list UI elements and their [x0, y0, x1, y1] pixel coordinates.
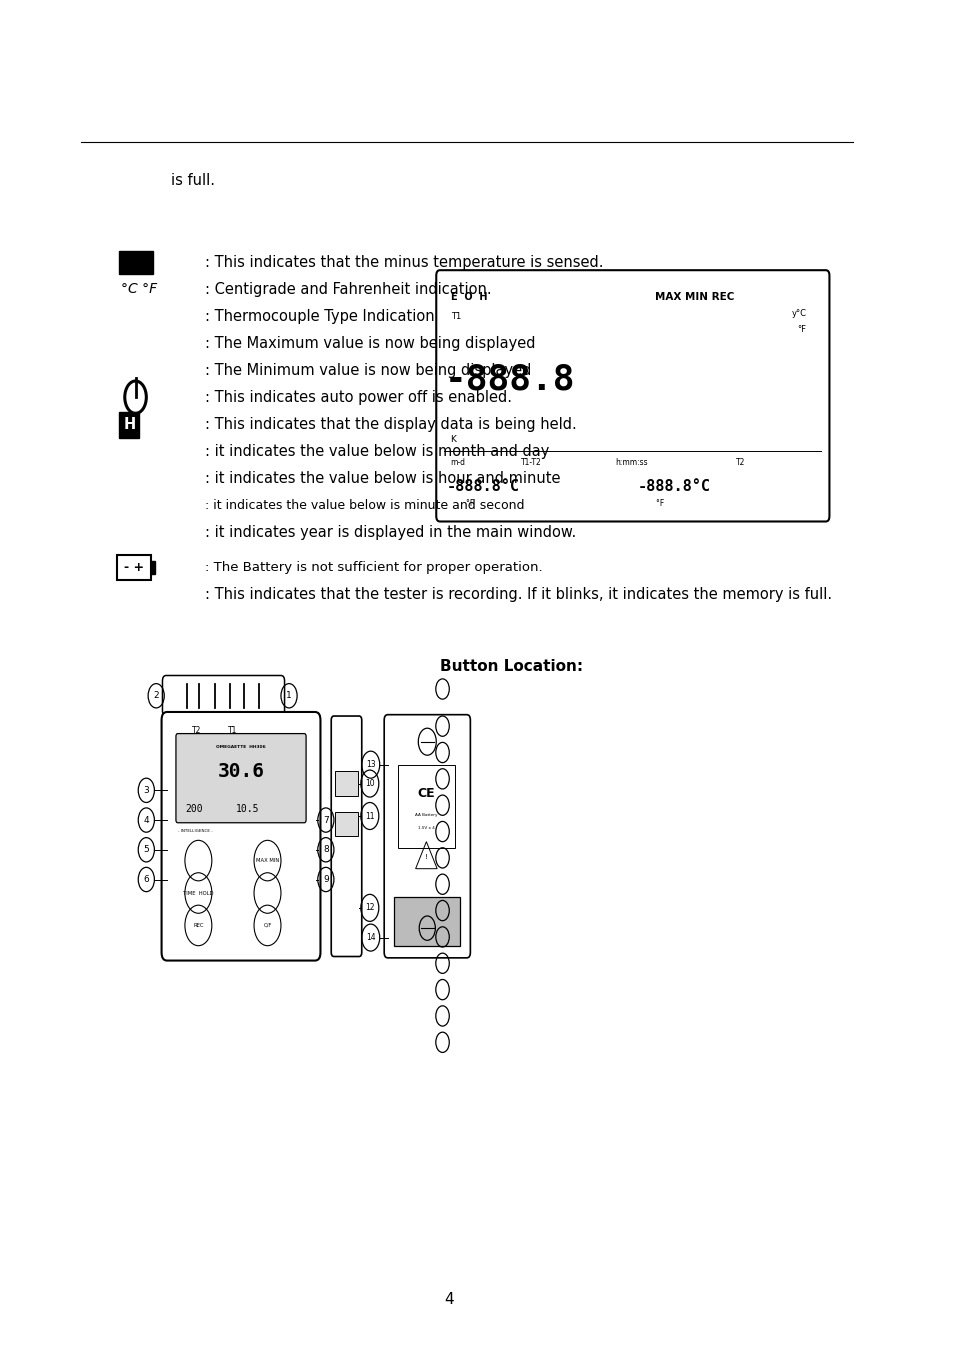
Text: 6: 6: [143, 875, 149, 884]
Text: CE: CE: [417, 786, 435, 800]
FancyBboxPatch shape: [151, 561, 155, 574]
Text: - +: - +: [124, 561, 144, 574]
Text: T1: T1: [450, 312, 460, 320]
Text: 4: 4: [143, 816, 149, 824]
Text: : it indicates the value below is month and day: : it indicates the value below is month …: [205, 443, 549, 459]
Text: - INTELLIGENCE -: - INTELLIGENCE -: [177, 830, 213, 832]
Text: 10: 10: [365, 780, 375, 788]
Text: : Centigrade and Fahrenheit indication.: : Centigrade and Fahrenheit indication.: [205, 281, 491, 297]
Text: 11: 11: [365, 812, 375, 820]
FancyBboxPatch shape: [335, 812, 357, 836]
FancyBboxPatch shape: [335, 771, 357, 796]
Text: 8: 8: [323, 846, 329, 854]
FancyBboxPatch shape: [331, 716, 361, 957]
Text: K: K: [450, 435, 456, 443]
Text: 200: 200: [185, 804, 202, 815]
Text: 12: 12: [365, 904, 375, 912]
Text: : Thermocouple Type Indication: : Thermocouple Type Indication: [205, 308, 434, 324]
Text: y°C: y°C: [791, 309, 806, 317]
Text: 9: 9: [323, 875, 329, 884]
Text: : This indicates that the minus temperature is sensed.: : This indicates that the minus temperat…: [205, 254, 602, 270]
Text: REC: REC: [193, 923, 203, 928]
Text: C/F: C/F: [263, 923, 272, 928]
Text: is full.: is full.: [171, 173, 214, 188]
Text: T2: T2: [736, 458, 744, 466]
Text: MAX MIN: MAX MIN: [255, 858, 279, 863]
Text: 2: 2: [153, 692, 159, 700]
Text: : it indicates the value below is hour and minute: : it indicates the value below is hour a…: [205, 470, 559, 486]
Text: m-d: m-d: [450, 458, 465, 466]
Text: 30.6: 30.6: [217, 762, 264, 781]
Text: : This indicates that the display data is being held.: : This indicates that the display data i…: [205, 416, 576, 432]
Text: 5: 5: [143, 846, 149, 854]
Text: : This indicates auto power off is enabled.: : This indicates auto power off is enabl…: [205, 389, 511, 405]
Text: -888.8°C: -888.8°C: [637, 478, 710, 494]
Text: : it indicates the value below is minute and second: : it indicates the value below is minute…: [205, 499, 523, 512]
Text: T2: T2: [192, 727, 201, 735]
FancyBboxPatch shape: [161, 712, 320, 961]
Text: 1: 1: [286, 692, 292, 700]
Text: 14: 14: [366, 934, 375, 942]
Text: 3: 3: [143, 786, 149, 794]
FancyBboxPatch shape: [119, 251, 153, 274]
Text: °F: °F: [447, 500, 474, 508]
Text: OMEGAETTE  HH306: OMEGAETTE HH306: [216, 746, 266, 748]
FancyBboxPatch shape: [394, 897, 459, 946]
Text: °F: °F: [797, 326, 805, 334]
Text: °C °F: °C °F: [121, 282, 157, 296]
Text: E  O  H: E O H: [450, 292, 487, 303]
Text: : The Minimum value is now being displayed: : The Minimum value is now being display…: [205, 362, 531, 378]
Text: 7: 7: [323, 816, 329, 824]
Text: : it indicates year is displayed in the main window.: : it indicates year is displayed in the …: [205, 524, 576, 540]
Text: AA Battery: AA Battery: [415, 813, 437, 816]
Text: TIME  HOLD: TIME HOLD: [183, 890, 213, 896]
Text: T1-T2: T1-T2: [520, 458, 540, 466]
FancyBboxPatch shape: [384, 715, 470, 958]
Text: 1.5V x 4: 1.5V x 4: [417, 827, 435, 830]
Text: : The Maximum value is now being displayed: : The Maximum value is now being display…: [205, 335, 535, 351]
FancyBboxPatch shape: [175, 734, 306, 823]
Text: MAX MIN REC: MAX MIN REC: [655, 292, 734, 303]
FancyBboxPatch shape: [116, 555, 151, 580]
FancyBboxPatch shape: [119, 412, 139, 438]
FancyBboxPatch shape: [397, 765, 455, 848]
Text: : This indicates that the tester is recording. If it blinks, it indicates the me: : This indicates that the tester is reco…: [205, 586, 831, 603]
Text: -888.8: -888.8: [444, 362, 575, 396]
Text: 4: 4: [443, 1292, 454, 1308]
Text: T1: T1: [228, 727, 237, 735]
FancyBboxPatch shape: [162, 676, 284, 716]
Text: !: !: [424, 854, 427, 859]
Text: 13: 13: [366, 761, 375, 769]
Text: Button Location:: Button Location:: [439, 658, 582, 674]
Text: : The Battery is not sufficient for proper operation.: : The Battery is not sufficient for prop…: [205, 561, 541, 574]
FancyBboxPatch shape: [436, 270, 828, 521]
Text: °F: °F: [637, 500, 664, 508]
Text: h:mm:ss: h:mm:ss: [615, 458, 647, 466]
Text: 10.5: 10.5: [235, 804, 259, 815]
Text: -888.8°C: -888.8°C: [447, 478, 519, 494]
Text: H: H: [123, 416, 135, 432]
